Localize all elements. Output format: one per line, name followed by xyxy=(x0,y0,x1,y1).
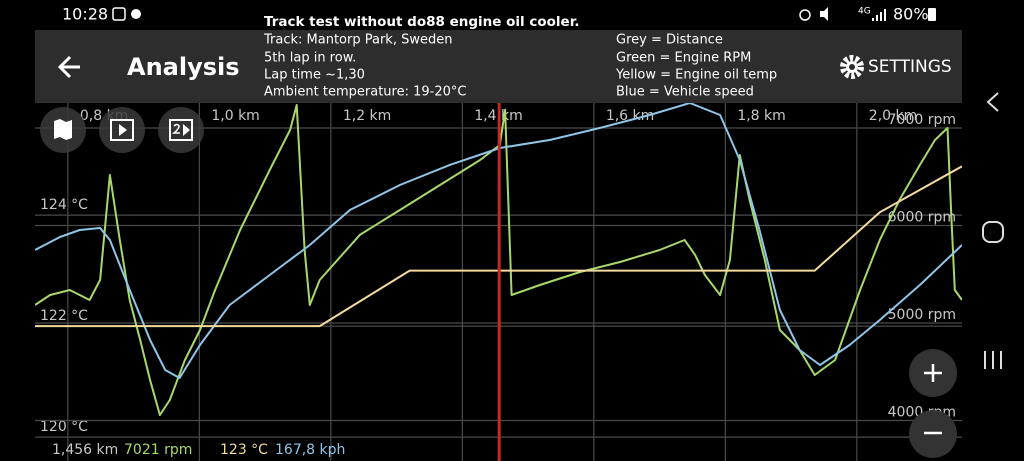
series-line xyxy=(35,165,962,328)
nav-home[interactable] xyxy=(982,221,1004,243)
map-button[interactable] xyxy=(40,107,86,153)
y-tick-label: 124 °C xyxy=(40,197,88,213)
annotation-legend: Blue = Vehicle speed xyxy=(616,85,754,100)
status-icon xyxy=(112,7,126,21)
y2-tick-label: 7000 rpm xyxy=(888,112,956,128)
status-signal xyxy=(872,9,886,21)
series-line xyxy=(35,103,962,379)
play-fast-icon xyxy=(169,119,193,141)
toolbar-title: Analysis xyxy=(127,53,240,81)
x-tick-label: 1,2 km xyxy=(343,108,391,124)
annotation-legend: Yellow = Engine oil temp xyxy=(615,68,777,83)
annotation-line: Lap time ~1,30 xyxy=(264,68,365,83)
status-battery: 80% xyxy=(893,5,929,24)
annotation-line: Ambient temperature: 19-20°C xyxy=(264,85,466,100)
annotation-legend: Grey = Distance xyxy=(616,33,723,48)
settings-label: SETTINGS xyxy=(868,57,952,77)
nav-back[interactable] xyxy=(986,92,999,112)
annotation-line: 5th lap in row. xyxy=(264,51,356,66)
readout: 7021 rpm 123 °C 167,8 kph xyxy=(124,442,345,458)
zoom-out-button[interactable] xyxy=(909,410,957,458)
battery-icon xyxy=(928,8,936,21)
play-fast-icon xyxy=(171,123,180,134)
status-icon xyxy=(799,9,811,21)
back-button[interactable] xyxy=(57,55,80,79)
x-tick-label: 1,6 km xyxy=(606,108,654,124)
annotation-legend: Green = Engine RPM xyxy=(616,51,751,66)
annotation-title: Track test without do88 engine oil coole… xyxy=(264,14,580,30)
x-tick-label: 2,0 km xyxy=(869,108,917,124)
map-icon xyxy=(54,119,72,140)
series-line xyxy=(35,104,962,416)
play-fast-icon xyxy=(183,124,190,136)
button-bg xyxy=(158,107,204,153)
y-tick-label: 122 °C xyxy=(40,308,88,324)
y2-tick-label: 5000 rpm xyxy=(888,307,956,323)
x-tick-label: 1,8 km xyxy=(737,108,785,124)
readout-value: 167,8 kph xyxy=(275,442,345,458)
readout-distance: 1,456 km xyxy=(52,442,118,458)
settings-gear xyxy=(849,64,855,70)
play-button[interactable] xyxy=(99,107,145,153)
nav-recents[interactable] xyxy=(984,351,1002,369)
toolbar xyxy=(35,30,962,103)
y2-tick-label: 6000 rpm xyxy=(888,209,956,225)
y-tick-label: 120 °C xyxy=(40,419,88,435)
annotation-line: Track: Mantorp Park, Sweden xyxy=(263,33,452,48)
status-icon xyxy=(131,9,141,19)
play-icon xyxy=(110,119,134,141)
settings-button[interactable]: SETTINGS xyxy=(840,55,952,79)
status-network: 4G xyxy=(858,7,871,17)
settings-gear xyxy=(840,55,864,79)
status-time: 10:28 xyxy=(62,5,108,24)
readout-value: 123 °C xyxy=(220,442,268,458)
zoom-in-icon xyxy=(924,364,942,382)
status-icon xyxy=(820,7,828,21)
x-tick-label: 1,0 km xyxy=(211,108,259,124)
play-fast-button[interactable] xyxy=(158,107,204,153)
zoom-in-button[interactable] xyxy=(909,349,957,397)
play-icon xyxy=(119,124,127,136)
readout-value: 7021 rpm xyxy=(124,442,192,458)
